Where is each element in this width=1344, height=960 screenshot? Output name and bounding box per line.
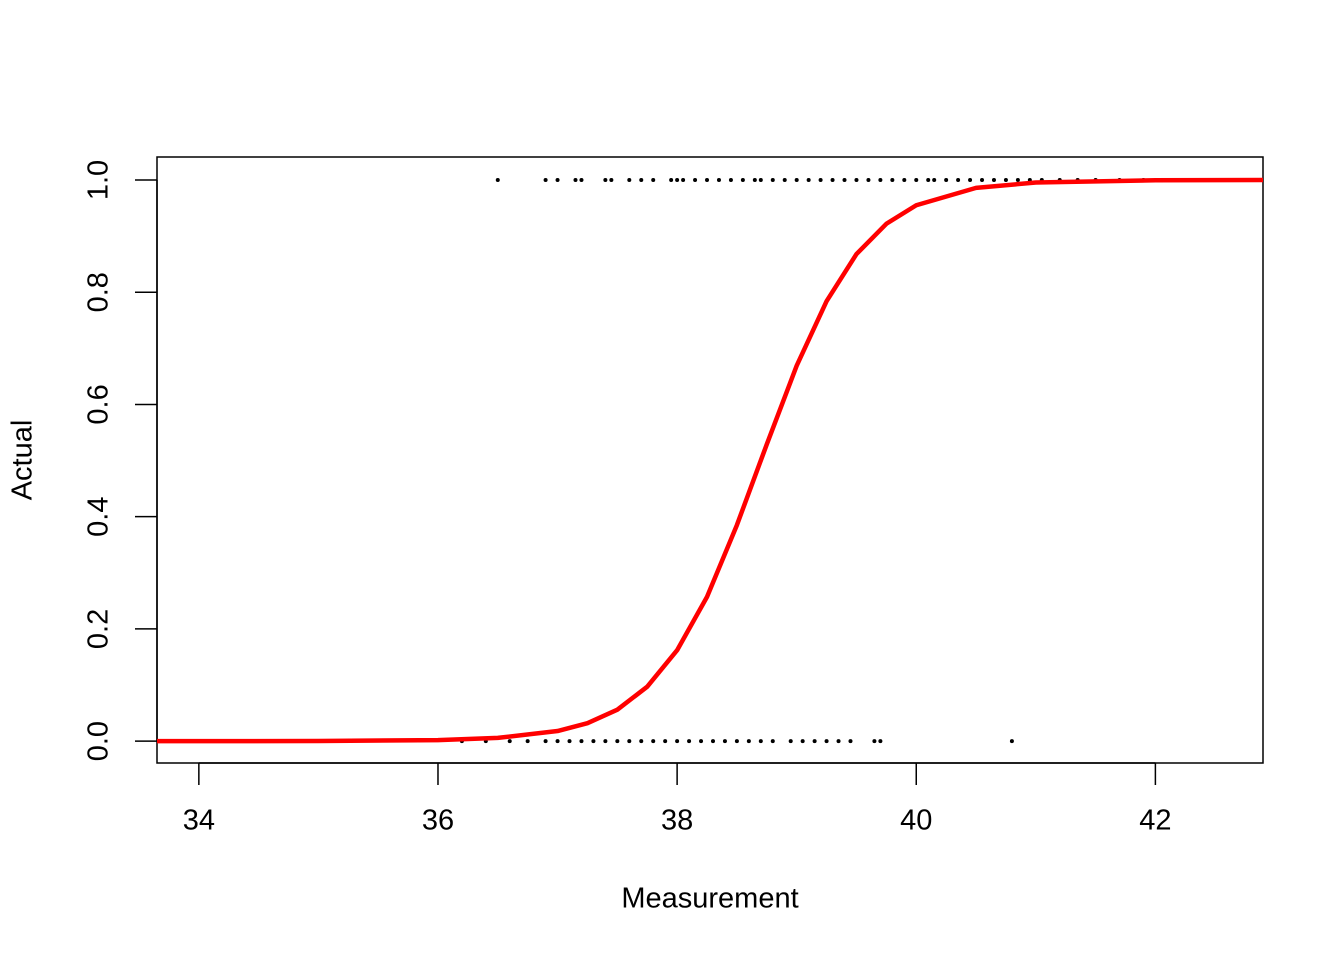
point (824, 739, 829, 744)
point (555, 178, 560, 183)
point (818, 178, 823, 183)
point (1003, 178, 1008, 183)
point (722, 739, 727, 744)
point (615, 739, 620, 744)
point (842, 178, 847, 183)
point (800, 739, 805, 744)
point (687, 739, 692, 744)
point (579, 739, 584, 744)
point (693, 178, 698, 183)
y-tick-label: 0.8 (83, 272, 115, 312)
point (728, 178, 733, 183)
point (663, 739, 668, 744)
point (699, 739, 704, 744)
point (579, 178, 584, 183)
point (890, 178, 895, 183)
point (639, 739, 644, 744)
point (806, 178, 811, 183)
x-axis-label: Measurement (621, 883, 798, 915)
point (627, 739, 632, 744)
point (734, 739, 739, 744)
y-tick-label: 1.0 (83, 160, 115, 200)
point (830, 178, 835, 183)
point (878, 739, 883, 744)
point (854, 178, 859, 183)
point (872, 739, 877, 744)
point (609, 178, 614, 183)
point (555, 739, 560, 744)
point (902, 178, 907, 183)
point (495, 178, 500, 183)
x-tick-label: 34 (183, 805, 215, 837)
fitted-curve (157, 177, 1263, 744)
point (603, 739, 608, 744)
point (926, 178, 931, 183)
point (866, 178, 871, 183)
point (1009, 739, 1014, 744)
point (944, 178, 949, 183)
point (740, 178, 745, 183)
x-tick-label: 38 (661, 805, 693, 837)
point (746, 739, 751, 744)
point (770, 178, 775, 183)
point (675, 178, 680, 183)
x-tick-label: 36 (422, 805, 454, 837)
point (836, 739, 841, 744)
point (591, 739, 596, 744)
point (752, 178, 757, 183)
x-tick-label: 42 (1139, 805, 1171, 837)
point (758, 178, 763, 183)
point (710, 739, 715, 744)
point (991, 178, 996, 183)
point (675, 739, 680, 744)
point (956, 178, 961, 183)
point (788, 739, 793, 744)
point (878, 178, 883, 183)
y-tick-label: 0.4 (83, 497, 115, 537)
point (968, 178, 973, 183)
y-tick-label: 0.6 (83, 384, 115, 424)
point (1015, 178, 1020, 183)
point (669, 178, 674, 183)
point (543, 178, 548, 183)
y-axis-label: Actual (7, 420, 39, 501)
plot-box (156, 156, 1264, 764)
point (980, 178, 985, 183)
point (525, 739, 530, 744)
x-tick-label: 40 (900, 805, 932, 837)
plot-area (157, 177, 1263, 744)
point (603, 178, 608, 183)
point (914, 178, 919, 183)
point (573, 178, 578, 183)
point (639, 178, 644, 183)
point (651, 739, 656, 744)
point (507, 739, 512, 744)
point (627, 178, 632, 183)
point (848, 739, 853, 744)
y-tick-label: 0.0 (83, 721, 115, 761)
point (758, 739, 763, 744)
point (782, 178, 787, 183)
point (812, 739, 817, 744)
point (567, 739, 572, 744)
point (543, 739, 548, 744)
point (794, 178, 799, 183)
point (651, 178, 656, 183)
point (681, 178, 686, 183)
point (932, 178, 937, 183)
point (705, 178, 710, 183)
point (770, 739, 775, 744)
y-tick-label: 0.2 (83, 609, 115, 649)
point (716, 178, 721, 183)
